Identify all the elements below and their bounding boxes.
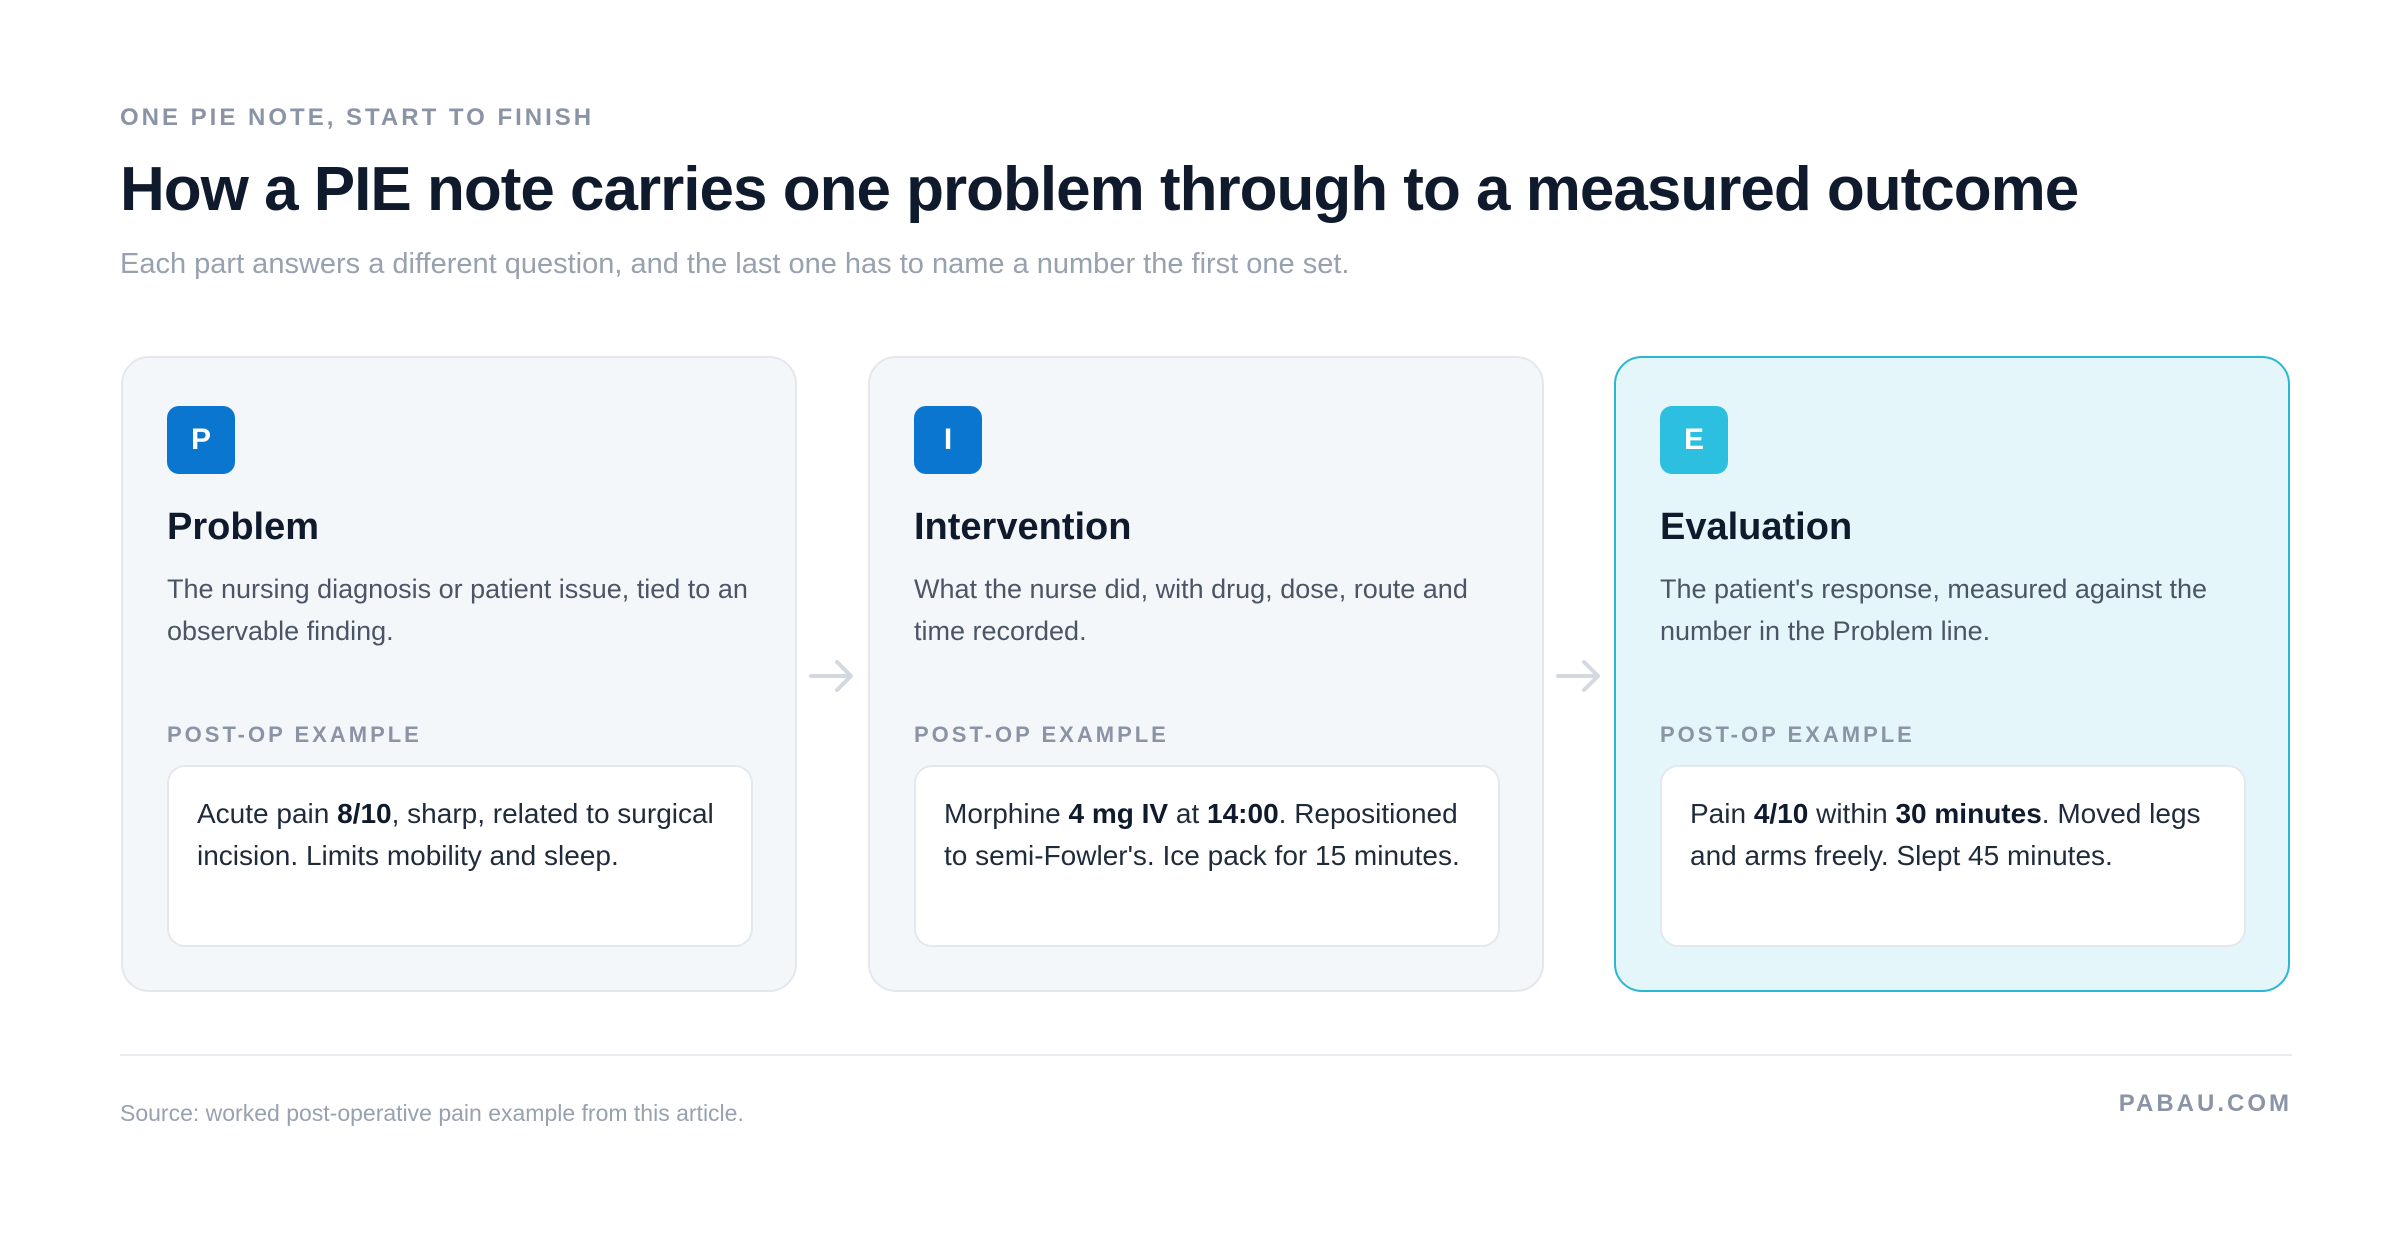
example-label: POST-OP EXAMPLE <box>1660 722 1915 747</box>
example-label: POST-OP EXAMPLE <box>167 722 422 747</box>
badge-i: I <box>914 406 982 474</box>
card-title: Problem <box>167 506 320 548</box>
example-text: , sharp, related to surgical incision. L… <box>197 798 714 871</box>
example-text: within <box>1808 798 1896 829</box>
badge-e: E <box>1660 406 1728 474</box>
example-text: . Repositioned to semi-Fowler's. Ice pac… <box>944 798 1460 871</box>
eyebrow-label: ONE PIE NOTE, START TO FINISH <box>120 104 595 131</box>
card-description: The patient's response, measured against… <box>1660 574 2207 646</box>
example-highlight: 14:00 <box>1207 798 1279 829</box>
arrow-right-icon <box>1556 660 1600 692</box>
example-highlight: 4/10 <box>1753 798 1809 829</box>
card-evaluation: E Evaluation The patient's response, mea… <box>1614 356 2290 992</box>
example-box-intervention: Morphine 4 mg IV at 14:00. Repositioned … <box>914 765 1500 947</box>
page-title: How a PIE note carries one problem throu… <box>120 155 2079 224</box>
card-intervention: I Intervention What the nurse did, with … <box>868 356 1544 992</box>
card-title: Intervention <box>914 506 1132 548</box>
card-description: What the nurse did, with drug, dose, rou… <box>914 574 1468 646</box>
example-highlight: 8/10 <box>337 798 392 829</box>
example-text: Acute pain <box>197 798 338 829</box>
example-highlight: 30 minutes <box>1895 798 2042 829</box>
example-text: at <box>1168 798 1208 829</box>
badge-p: P <box>167 406 235 474</box>
card-description: The nursing diagnosis or patient issue, … <box>167 574 748 646</box>
brand-label: PABAU.COM <box>2118 1090 2292 1117</box>
source-note: Source: worked post-operative pain examp… <box>120 1100 744 1126</box>
example-label: POST-OP EXAMPLE <box>914 722 1169 747</box>
example-box-problem: Acute pain 8/10, sharp, related to surgi… <box>167 765 753 947</box>
page-subtitle: Each part answers a different question, … <box>120 248 1350 280</box>
example-box-evaluation: Pain 4/10 within 30 minutes. Moved legs … <box>1660 765 2246 947</box>
example-text: Morphine <box>944 798 1069 829</box>
footer-divider <box>120 1054 2292 1056</box>
example-text: Pain <box>1690 798 1754 829</box>
card-title: Evaluation <box>1660 506 1853 548</box>
example-highlight: 4 mg IV <box>1068 798 1169 829</box>
example-text: . Moved legs and arms freely. Slept 45 m… <box>1690 798 2201 871</box>
arrow-right-icon <box>809 660 853 692</box>
card-problem: P Problem The nursing diagnosis or patie… <box>121 356 797 992</box>
